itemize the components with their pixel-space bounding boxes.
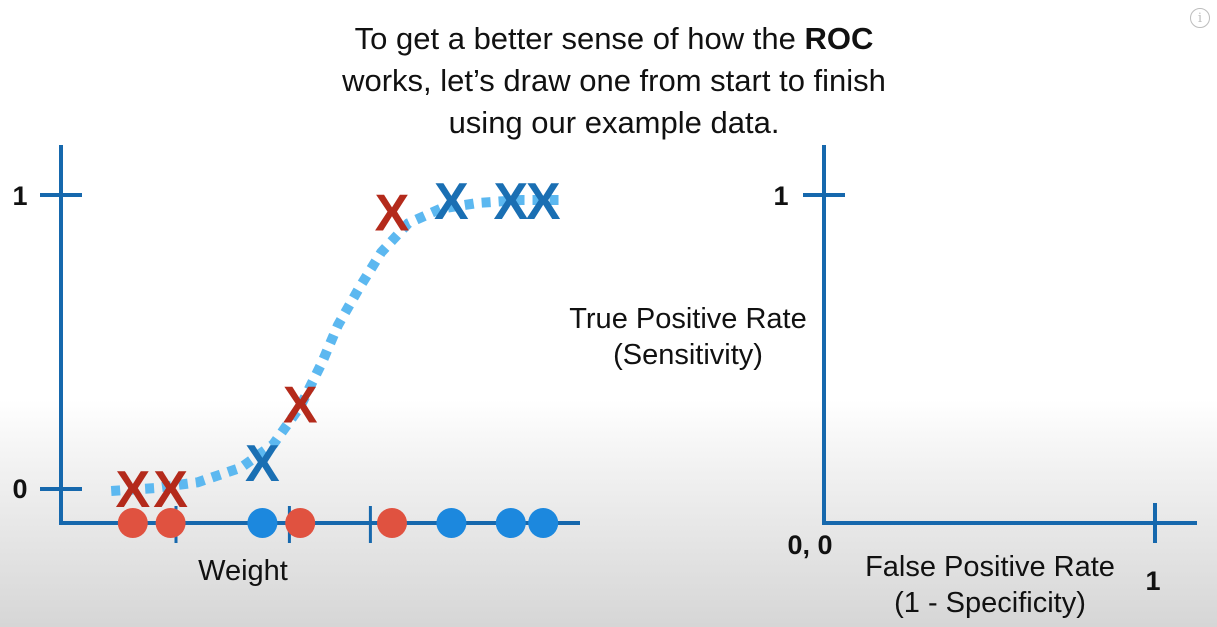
roc-y-axis-label-sub: (Sensitivity) — [613, 339, 763, 371]
info-icon[interactable]: i — [1190, 8, 1210, 28]
x-marker-3: X — [245, 435, 280, 493]
x-marker-2: X — [153, 461, 188, 519]
caption-line-3: using our example data. — [448, 105, 780, 140]
caption-line-1: To get a better sense of how the ROC — [300, 18, 928, 60]
weight-dot-1 — [117, 508, 148, 538]
weight-dots — [117, 508, 559, 538]
logistic-x-axis-label: Weight — [198, 555, 288, 587]
weight-dot-5 — [377, 508, 407, 538]
logistic-y-tick-label-0: 0 — [12, 474, 27, 504]
weight-dot-6 — [436, 508, 467, 538]
caption-text: To get a better sense of how the ROC wor… — [300, 18, 928, 144]
weight-dot-7 — [495, 508, 526, 538]
x-markers: X X XXX X XX — [115, 173, 560, 519]
x-marker-7: X — [493, 173, 528, 231]
x-marker-8: X — [526, 173, 561, 231]
roc-x-axis-label: False Positive Rate — [865, 551, 1115, 583]
weight-dot-8 — [528, 508, 559, 538]
roc-origin-label: 0, 0 — [787, 530, 832, 560]
x-marker-1: X — [115, 461, 150, 519]
roc-x-tick-label-1: 1 — [1145, 566, 1160, 596]
x-marker-6: X — [434, 173, 469, 231]
x-marker-4: X — [283, 377, 318, 435]
roc-y-axis-label: True Positive Rate — [569, 303, 806, 335]
weight-dot-2 — [155, 508, 186, 538]
logistic-y-tick-label-1: 1 — [12, 181, 27, 211]
logistic-plot: 1 0 Weight X X XXX X XX — [12, 145, 580, 587]
roc-x-axis-label-sub: (1 - Specificity) — [894, 587, 1086, 619]
roc-y-tick-label-1: 1 — [773, 181, 788, 211]
caption-bold-roc: ROC — [804, 21, 874, 56]
info-icon-glyph: i — [1197, 11, 1203, 26]
caption-line-2: works, let’s draw one from start to fini… — [342, 63, 886, 98]
weight-dot-3 — [247, 508, 278, 538]
caption-line-1-text: To get a better sense of how the — [354, 21, 805, 56]
logistic-curve — [110, 195, 565, 496]
roc-plot: 1 1 0, 0 True Positive Rate (Sensitivity… — [569, 145, 1197, 619]
x-marker-5: X — [375, 185, 410, 243]
weight-dot-4 — [285, 508, 316, 538]
